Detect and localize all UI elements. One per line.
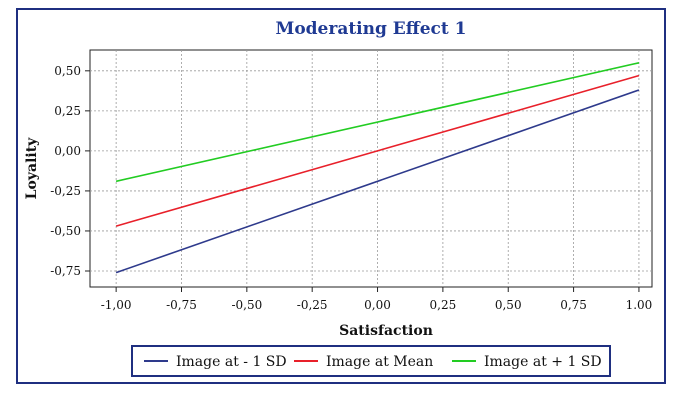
grid-lines [90, 50, 652, 287]
y-tick-label: 0,25 [54, 104, 81, 118]
line-chart: Moderating Effect 1 0,50 0,25 0,00 -0,25 -0,… [24, 19, 653, 377]
x-tick-label: 1.00 [626, 298, 653, 312]
legend: Image at - 1 SD Image at Mean Image at + 1… [131, 345, 611, 377]
x-tick-label: 0,50 [495, 298, 522, 312]
x-tick-label: 0,75 [560, 298, 587, 312]
y-tick-label: 0,50 [54, 64, 81, 78]
series-line-1 [115, 89, 640, 274]
x-tick-label: 0,25 [430, 298, 457, 312]
y-tick-label: -0,25 [50, 184, 81, 198]
y-tick-label: -0,75 [50, 264, 81, 278]
plot-background [89, 49, 653, 288]
series-lines [115, 62, 640, 274]
chart-frame: Moderating Effect 1 0,50 0,25 0,00 -0,25 -0,… [16, 8, 666, 384]
legend-label-2: Image at Mean [326, 354, 433, 370]
x-tick-label: 0,00 [364, 298, 391, 312]
series-line-3 [115, 62, 640, 183]
y-tick-label: 0,00 [54, 144, 81, 158]
y-axis-label: Loyality [24, 137, 40, 199]
chart-title: Moderating Effect 1 [276, 19, 467, 39]
legend-label-3: Image at + 1 SD [484, 354, 602, 370]
x-axis-label: Satisfaction [339, 323, 433, 339]
series-line-2 [115, 74, 640, 227]
legend-label-1: Image at - 1 SD [176, 354, 287, 370]
x-axis: -1,00 -0,75 -0,50 -0,25 0,00 0,25 0,50 0,75 1.00 [101, 287, 653, 312]
x-tick-label: -0,75 [166, 298, 197, 312]
x-tick-label: -0,50 [231, 298, 262, 312]
legend-box [131, 345, 611, 377]
y-axis: 0,50 0,25 0,00 -0,25 -0,50 -0,75 [50, 64, 90, 278]
x-tick-label: -0,25 [297, 298, 328, 312]
y-tick-label: -0,50 [50, 224, 81, 238]
x-tick-label: -1,00 [101, 298, 132, 312]
plot-area [89, 49, 653, 288]
